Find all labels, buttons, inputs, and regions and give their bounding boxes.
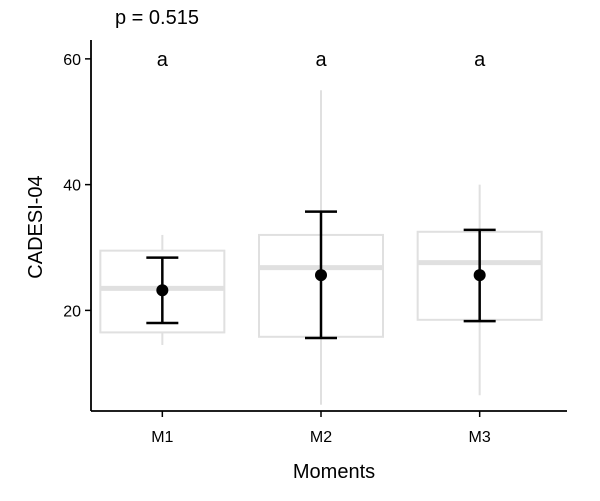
mean-point — [315, 269, 327, 282]
box-iqr — [99, 249, 226, 334]
y-tick-label: 20 — [63, 303, 81, 320]
mean-point — [473, 269, 486, 282]
y-tick-label: 40 — [63, 178, 81, 195]
axes-layer — [90, 40, 567, 412]
x-tick-label: M1 — [151, 429, 173, 446]
group-letter: a — [157, 49, 169, 71]
errorbar-layer — [146, 210, 496, 340]
mean-point — [156, 284, 169, 297]
y-axis-label: CADESI-04 — [25, 175, 47, 278]
group-letter: a — [315, 49, 327, 71]
y-tick-label: 60 — [63, 52, 81, 69]
p-value-annotation: p = 0.515 — [115, 7, 199, 29]
x-ticks-layer: M1 M2 M3 — [151, 411, 491, 446]
x-tick-label: M2 — [310, 429, 332, 446]
y-ticks-layer: 20 40 60 — [63, 52, 91, 320]
x-axis-label: Moments — [293, 461, 375, 483]
group-letter: a — [474, 49, 486, 71]
x-tick-label: M3 — [469, 429, 491, 446]
